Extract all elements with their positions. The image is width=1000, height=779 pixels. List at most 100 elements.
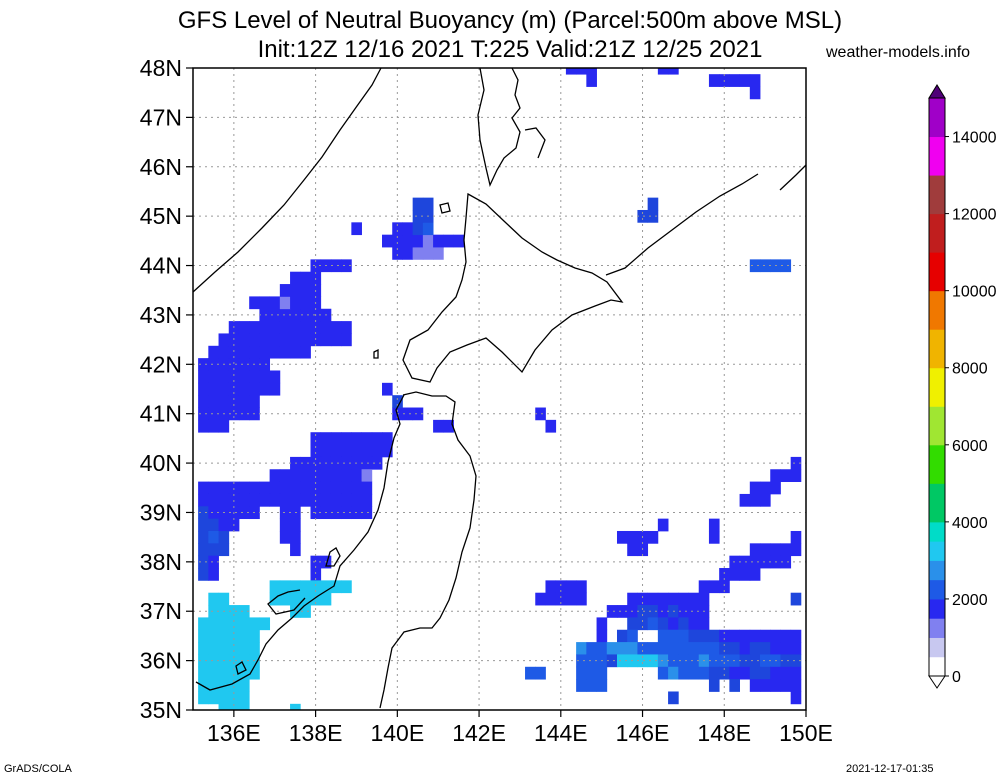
coastline-hokkaido bbox=[402, 192, 624, 383]
data-cell bbox=[269, 469, 281, 482]
data-cell bbox=[565, 68, 577, 75]
data-cell bbox=[208, 370, 219, 384]
data-cell bbox=[228, 617, 240, 631]
data-cell bbox=[576, 580, 587, 594]
data-cell bbox=[790, 469, 802, 482]
data-cell bbox=[238, 493, 250, 507]
data-cell bbox=[228, 654, 240, 668]
data-cell bbox=[698, 617, 710, 631]
chart-subtitle: Init:12Z 12/16 2021 T:225 Valid:21Z 12/2… bbox=[257, 36, 763, 63]
data-cell bbox=[422, 247, 434, 260]
data-cell bbox=[198, 617, 209, 631]
data-cell bbox=[290, 481, 301, 495]
data-cell bbox=[249, 370, 260, 384]
data-cell bbox=[647, 209, 659, 223]
data-cell bbox=[218, 629, 230, 643]
data-cell bbox=[228, 481, 240, 495]
data-cell bbox=[218, 666, 230, 680]
data-cell bbox=[749, 568, 761, 581]
data-cell bbox=[790, 530, 802, 544]
data-cell bbox=[208, 518, 219, 532]
data-cell bbox=[198, 395, 209, 408]
data-cell bbox=[218, 679, 230, 692]
data-cell bbox=[290, 530, 301, 544]
data-cell bbox=[259, 382, 271, 396]
colorbar-segment bbox=[929, 656, 945, 677]
x-tick-label: 144E bbox=[534, 720, 588, 746]
data-cell bbox=[218, 395, 230, 408]
data-cell bbox=[259, 345, 271, 359]
data-cell bbox=[657, 629, 669, 643]
colorbar-segment bbox=[929, 232, 945, 253]
colorbar-segment bbox=[929, 271, 945, 292]
data-cell bbox=[688, 629, 700, 643]
data-cell bbox=[310, 432, 322, 445]
data-cell bbox=[382, 382, 393, 396]
data-cell bbox=[688, 605, 700, 618]
data-cell bbox=[351, 493, 362, 507]
data-cell bbox=[320, 444, 332, 458]
data-cell bbox=[525, 666, 536, 680]
data-cell bbox=[760, 654, 771, 668]
data-cell bbox=[576, 642, 587, 655]
data-cell bbox=[760, 493, 771, 507]
data-cell bbox=[606, 642, 618, 655]
data-cell bbox=[198, 419, 209, 433]
data-cell bbox=[330, 444, 342, 458]
data-cell bbox=[392, 395, 403, 408]
colorbar-segment bbox=[929, 252, 945, 272]
colorbar-label: 12000 bbox=[952, 207, 997, 224]
y-tick-label: 44N bbox=[140, 253, 182, 279]
coastline-sakhalin bbox=[477, 67, 521, 187]
data-cell bbox=[586, 68, 597, 75]
data-cell bbox=[198, 481, 209, 495]
data-cell bbox=[238, 679, 250, 692]
data-cell bbox=[238, 703, 250, 711]
data-cell bbox=[361, 444, 373, 458]
data-cell bbox=[719, 654, 730, 668]
y-tick-label: 48N bbox=[140, 55, 182, 81]
data-cell bbox=[627, 629, 638, 643]
data-cell bbox=[320, 432, 332, 445]
data-cell bbox=[198, 518, 209, 532]
data-cell bbox=[198, 629, 209, 643]
data-cell bbox=[290, 493, 301, 507]
data-cell bbox=[238, 333, 250, 347]
data-cell bbox=[627, 592, 638, 606]
data-cell bbox=[729, 666, 740, 680]
data-cell bbox=[412, 234, 424, 248]
data-cell bbox=[341, 481, 352, 495]
data-cell bbox=[208, 506, 219, 520]
data-cell bbox=[739, 74, 751, 87]
data-cell bbox=[269, 308, 281, 322]
data-cell bbox=[392, 222, 403, 236]
y-tick-label: 45N bbox=[140, 203, 182, 229]
data-cell bbox=[361, 506, 373, 520]
data-cell bbox=[330, 321, 342, 334]
data-cell bbox=[668, 617, 679, 631]
data-cell bbox=[208, 654, 219, 668]
data-cell bbox=[228, 382, 240, 396]
data-cell bbox=[208, 493, 219, 507]
data-cell bbox=[576, 654, 587, 668]
data-cell bbox=[780, 642, 792, 655]
x-tick-label: 138E bbox=[289, 720, 343, 746]
data-cell bbox=[279, 469, 291, 482]
data-cell bbox=[760, 555, 771, 569]
data-cell bbox=[402, 234, 414, 248]
data-cell bbox=[300, 493, 311, 507]
data-cell bbox=[198, 530, 209, 544]
data-cell bbox=[198, 568, 209, 581]
data-cell bbox=[668, 592, 679, 606]
data-cell bbox=[535, 666, 546, 680]
data-cell bbox=[238, 506, 250, 520]
data-cell bbox=[565, 592, 577, 606]
data-cell bbox=[729, 642, 740, 655]
data-cell bbox=[749, 555, 761, 569]
data-cell bbox=[259, 296, 271, 310]
data-cell bbox=[218, 592, 230, 606]
data-cell bbox=[749, 654, 761, 668]
colorbar-label: 4000 bbox=[952, 515, 988, 532]
data-cell bbox=[678, 666, 689, 680]
data-cell bbox=[290, 518, 301, 532]
